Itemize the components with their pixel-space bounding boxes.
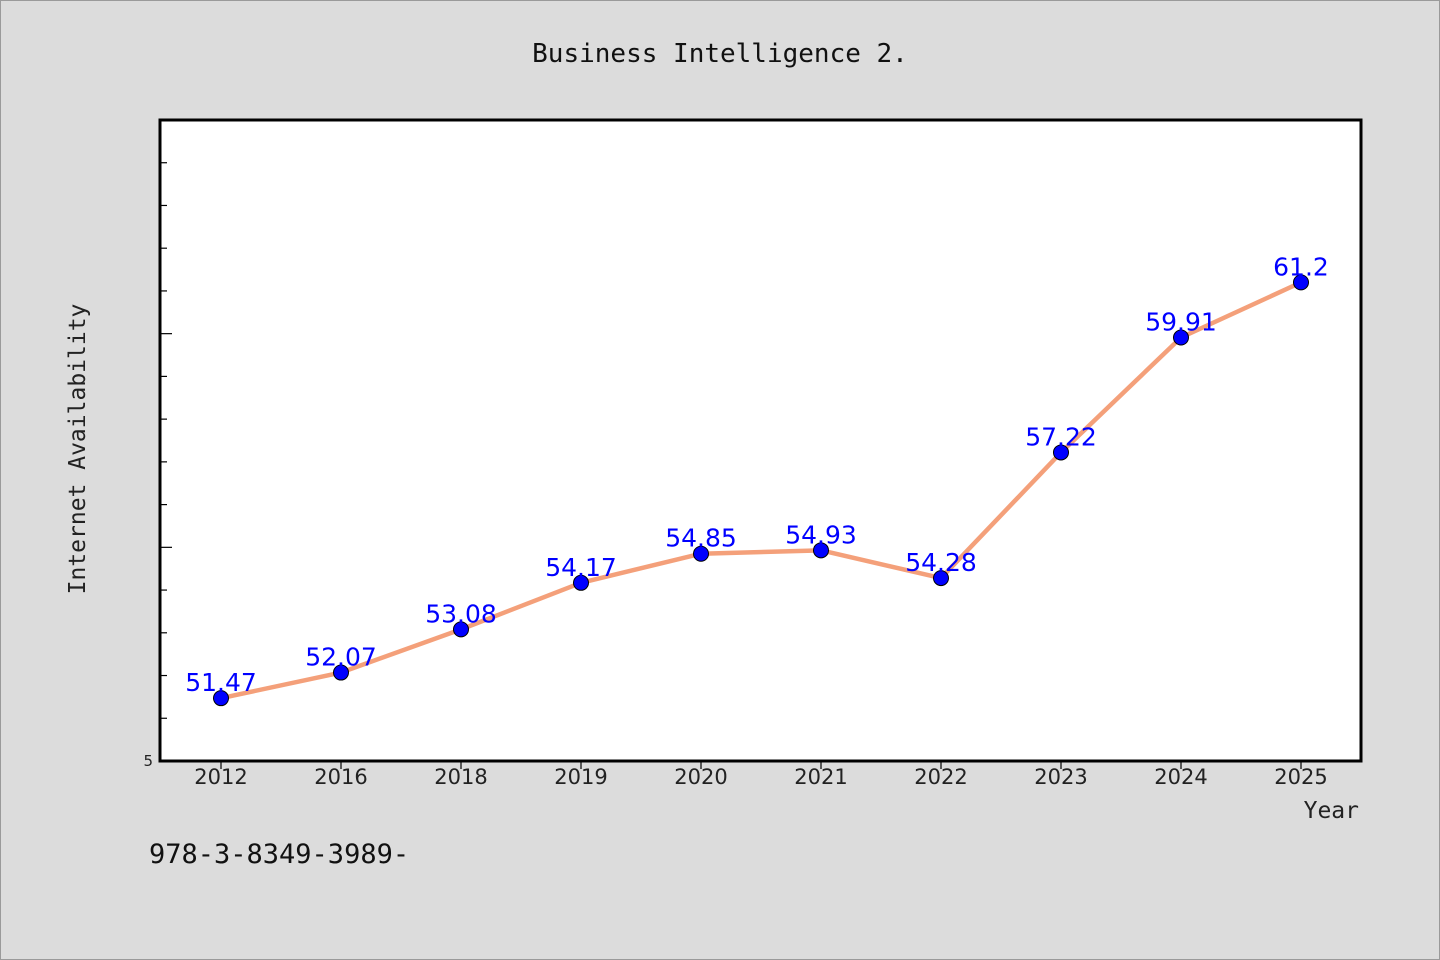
- x-axis-ticks: 2012 2016 2018 2019 2020 2021 2022 2023 2024 2025: [194, 761, 1328, 789]
- data-label: 54.93: [785, 520, 857, 549]
- data-label: 54.85: [665, 524, 737, 553]
- x-tick-label: 2012: [194, 765, 247, 789]
- x-tick-label: 2022: [914, 765, 967, 789]
- data-point: [1293, 274, 1309, 291]
- footer-isbn: 978-3-8349-3989-: [149, 839, 409, 870]
- data-point: [1173, 329, 1189, 346]
- chart-title: Business Intelligence 2.: [532, 39, 908, 69]
- x-tick-label: 2025: [1274, 765, 1327, 789]
- data-point: [453, 621, 469, 638]
- data-label-group: 51.47 52.07 53.08 54.17 54.85 54.93 54.28 57.22…: [185, 252, 1329, 697]
- x-tick-label: 2020: [674, 765, 727, 789]
- data-label: 51.47: [185, 668, 257, 697]
- data-point: [573, 574, 589, 591]
- data-point: [933, 570, 949, 587]
- x-tick-label: 2021: [794, 765, 847, 789]
- plot-area: [158, 118, 1363, 763]
- data-point: [213, 690, 229, 707]
- x-tick-label: 2019: [554, 765, 607, 789]
- data-label: 54.17: [545, 553, 617, 582]
- data-label: 54.28: [905, 548, 977, 577]
- data-label: 59.91: [1145, 308, 1217, 337]
- y-axis-ticks: [160, 162, 172, 719]
- data-point: [813, 542, 829, 559]
- y-axis-label: Internet Availability: [65, 304, 91, 595]
- data-point: [333, 664, 349, 681]
- x-tick-label: 2018: [434, 765, 487, 789]
- y-tick-label: 5: [143, 752, 153, 770]
- x-axis-label: Year: [1304, 798, 1359, 824]
- x-tick-label: 2024: [1154, 765, 1207, 789]
- x-tick-label: 2023: [1034, 765, 1087, 789]
- data-label: 52.07: [305, 643, 377, 672]
- data-label: 61.2: [1273, 252, 1329, 281]
- series-line-group: [213, 274, 1309, 707]
- data-point: [693, 545, 709, 562]
- series-line: [220, 280, 1302, 701]
- data-label: 53.08: [425, 599, 497, 628]
- data-point: [1053, 444, 1069, 461]
- data-label: 57.22: [1025, 422, 1097, 451]
- x-tick-label: 2016: [314, 765, 367, 789]
